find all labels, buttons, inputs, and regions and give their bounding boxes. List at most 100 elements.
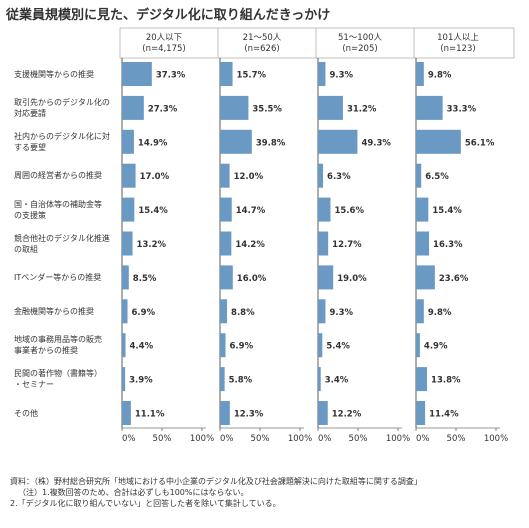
category-label: 民間の著作物（書籍等） ・セミナー (14, 369, 102, 390)
bar-value-label: 8.5% (133, 274, 157, 284)
series-header: 51～100人 (338, 33, 383, 43)
bar (122, 95, 144, 120)
bar (122, 163, 136, 188)
bar-value-label: 13.8% (431, 376, 461, 386)
bar-value-label: 6.5% (425, 172, 449, 182)
bar-value-label: 6.9% (230, 342, 254, 352)
category-label: 国・自治体等の補助金等 の支援策 (14, 199, 102, 220)
bar (416, 299, 424, 324)
category-label: その他 (14, 408, 38, 418)
bar-value-label: 6.9% (132, 308, 156, 318)
bar-value-label: 56.1% (465, 138, 495, 148)
bar (416, 197, 429, 222)
category-label: ITベンダー等からの推奨 (14, 272, 102, 282)
bar (416, 163, 422, 188)
bar-value-label: 35.5% (252, 104, 282, 114)
bar (416, 333, 420, 358)
bar (220, 163, 230, 188)
bar (318, 265, 334, 290)
bar (416, 265, 435, 290)
bar (220, 299, 228, 324)
bar (318, 197, 331, 222)
bar (318, 129, 358, 154)
chart-title: 従業員規模別に見た、デジタル化に取り組んだきっかけ (6, 8, 331, 23)
x-tick-label: 0% (220, 434, 234, 444)
series-header: 20人以下 (146, 33, 183, 43)
bar (416, 95, 443, 120)
bar-value-label: 19.0% (337, 274, 367, 284)
bar (122, 265, 129, 290)
bar (318, 299, 326, 324)
category-label: 支援機関等からの推奨 (14, 69, 94, 79)
category-label: 金融機関等からの推奨 (14, 306, 94, 316)
bar-value-label: 9.3% (329, 71, 353, 81)
bar-value-label: 27.3% (148, 104, 178, 114)
series-header: (n=4,175) (142, 44, 185, 54)
category-label: 取引先からのデジタル化の 対応要請 (14, 97, 110, 118)
bar (318, 401, 328, 425)
series-header: (n=123) (440, 44, 475, 54)
bar (220, 367, 225, 392)
bar (122, 62, 152, 86)
bar (122, 299, 128, 324)
bar-value-label: 15.6% (334, 206, 364, 216)
category-label: 周囲の経営者からの推奨 (14, 171, 102, 181)
bar-value-label: 16.0% (237, 274, 267, 284)
bar-value-label: 5.4% (326, 342, 350, 352)
bar (122, 231, 133, 256)
bar-value-label: 14.9% (138, 138, 168, 148)
bar (122, 129, 134, 154)
x-tick-label: 0% (416, 434, 430, 444)
x-tick-label: 0% (318, 434, 332, 444)
x-tick-label: 50% (251, 434, 270, 444)
bar (220, 62, 233, 86)
bar-value-label: 12.0% (234, 172, 264, 182)
bar-value-label: 15.4% (432, 206, 462, 216)
x-tick-label: 50% (447, 434, 466, 444)
bar-value-label: 4.4% (130, 342, 154, 352)
bar (318, 163, 324, 188)
bar (220, 197, 232, 222)
bar-value-label: 9.8% (428, 308, 452, 318)
category-label: 地域の事務用品等の販売 事業者からの推奨 (14, 335, 102, 356)
x-tick-label: 50% (153, 434, 172, 444)
bar (220, 95, 249, 120)
bar-value-label: 39.8% (256, 138, 286, 148)
bar-value-label: 12.7% (332, 240, 362, 250)
category-label: 社内からのデジタル化に対 する要望 (14, 131, 110, 152)
bar (122, 367, 126, 392)
note-1: （注）1.複数回答のため、合計は必ずしも100%にはならない。 (18, 488, 249, 497)
bar (416, 401, 426, 425)
bar (220, 401, 230, 425)
bar (416, 231, 430, 256)
bar (416, 367, 428, 392)
note-2: 2.「デジタル化に取り組んでいない」と回答した者を除いて集計している。 (10, 499, 281, 508)
bar-value-label: 15.7% (237, 71, 267, 81)
bar-value-label: 11.4% (429, 410, 459, 420)
bar (122, 333, 126, 358)
x-tick-label: 100% (484, 434, 508, 444)
bar (318, 95, 343, 120)
bar (318, 333, 323, 358)
bar-value-label: 11.1% (135, 410, 165, 420)
x-tick-label: 100% (288, 434, 312, 444)
bar-value-label: 33.3% (447, 104, 477, 114)
bar-value-label: 37.3% (156, 71, 186, 81)
series-header: 101人以上 (437, 33, 479, 43)
bar-value-label: 3.9% (129, 376, 153, 386)
bar (122, 401, 131, 425)
bar (220, 231, 232, 256)
bar (318, 231, 329, 256)
source-note: 資料：（株）野村総合研究所「地域における中小企業のデジタル化及び社会課題解決に向… (10, 477, 422, 486)
bar-value-label: 9.3% (329, 308, 353, 318)
bar (416, 62, 424, 86)
bar-value-label: 9.8% (428, 71, 452, 81)
bar-value-label: 8.8% (231, 308, 255, 318)
bar-value-label: 23.6% (439, 274, 469, 284)
bar-value-label: 12.2% (332, 410, 362, 420)
header-frame (119, 27, 515, 59)
bar-value-label: 31.2% (347, 104, 377, 114)
x-tick-label: 50% (349, 434, 368, 444)
bar-value-label: 6.3% (327, 172, 351, 182)
